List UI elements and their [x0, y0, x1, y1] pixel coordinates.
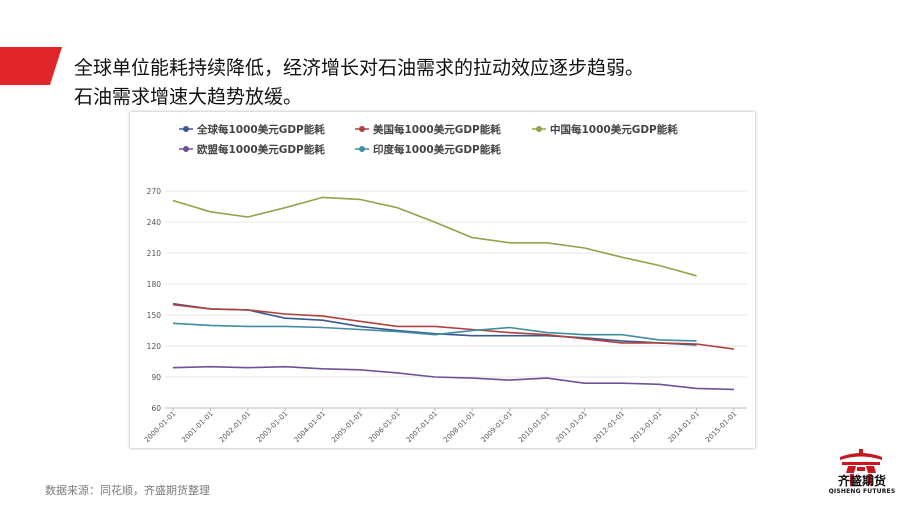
series-line-2 [172, 196, 697, 277]
x-tick-label: 2000-01-01 [143, 410, 177, 444]
x-tick-label: 2003-01-01 [255, 410, 289, 444]
x-tick-label: 2014-01-01 [667, 410, 701, 444]
x-tick-label: 2001-01-01 [180, 410, 214, 444]
legend-label: 印度每1000美元GDP能耗 [373, 143, 501, 156]
y-tick-label: 90 [151, 373, 161, 382]
x-tick-label: 2005-01-01 [330, 410, 364, 444]
y-tick-label: 120 [147, 342, 162, 351]
legend-label: 欧盟每1000美元GDP能耗 [197, 143, 325, 156]
logo-name-en: QISHENG FUTURES [828, 488, 896, 495]
x-tick-label: 2002-01-01 [218, 410, 252, 444]
series-line-4 [172, 322, 697, 342]
legend-marker [183, 146, 189, 152]
line-chart: 60 90 120 150 180 210 240 270 2000-01-01 2001-01-… [143, 123, 747, 444]
y-tick-label: 60 [151, 404, 161, 413]
headline-line-2: 石油需求增速大趋势放缓。 [74, 86, 303, 108]
x-tick-label: 2007-01-01 [405, 410, 439, 444]
logo-name-cn: 齐盛期货 [837, 474, 886, 488]
legend-marker [183, 126, 189, 132]
x-tick-label: 2015-01-01 [704, 410, 738, 444]
y-tick-label: 180 [147, 280, 162, 289]
chart-panel: 60 90 120 150 180 210 240 270 2000-01-01 2001-01-… [130, 112, 755, 448]
accent-bar [0, 47, 62, 85]
x-tick-label: 2006-01-01 [367, 410, 401, 444]
legend-label: 全球每1000美元GDP能耗 [196, 123, 325, 136]
series-line-1 [172, 303, 735, 350]
y-tick-label: 210 [147, 249, 162, 258]
series-line-3 [172, 365, 735, 391]
series-line-0 [172, 302, 697, 346]
legend-marker [359, 126, 365, 132]
headline: 全球单位能耗持续降低，经济增长对石油需求的拉动效应逐步趋弱。 石油需求增速大趋势… [74, 54, 644, 112]
x-tick-label: 2004-01-01 [293, 410, 327, 444]
legend-marker [359, 146, 365, 152]
headline-line-1: 全球单位能耗持续降低，经济增长对石油需求的拉动效应逐步趋弱。 [74, 57, 645, 79]
qisheng-logo-icon [840, 449, 882, 485]
y-tick-label: 270 [147, 187, 162, 196]
x-tick-label: 2008-01-01 [442, 410, 476, 444]
x-tick-label: 2010-01-01 [517, 410, 551, 444]
legend-label: 中国每1000美元GDP能耗 [550, 123, 678, 136]
y-tick-label: 150 [147, 311, 162, 320]
x-tick-label: 2011-01-01 [554, 410, 588, 444]
x-tick-label: 2013-01-01 [629, 410, 663, 444]
legend-label: 美国每1000美元GDP能耗 [373, 123, 501, 136]
x-tick-label: 2012-01-01 [592, 410, 626, 444]
y-tick-label: 240 [147, 218, 162, 227]
legend-marker [536, 126, 542, 132]
x-tick-label: 2009-01-01 [480, 410, 514, 444]
source-note: 数据来源：同花顺，齐盛期货整理 [45, 484, 210, 497]
